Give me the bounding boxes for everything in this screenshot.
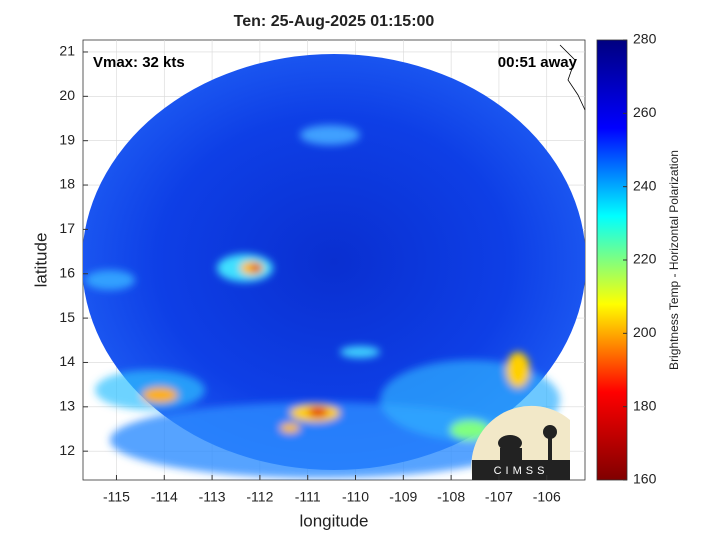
x-tick-label: -109 xyxy=(389,489,417,505)
x-tick-label: -108 xyxy=(437,489,465,505)
y-tick-label: 14 xyxy=(59,353,75,369)
x-tick-label: -110 xyxy=(342,489,369,505)
y-tick-label: 19 xyxy=(59,131,75,147)
convection xyxy=(85,125,560,478)
colorbar-tick-label: 160 xyxy=(633,471,657,487)
colorbar-tick-label: 180 xyxy=(633,397,657,413)
x-tick-label: -112 xyxy=(246,489,273,505)
x-tick-label: -106 xyxy=(533,489,561,505)
colorbar xyxy=(596,39,628,481)
colorbar-label: Brightness Temp - Horizontal Polarizatio… xyxy=(667,150,681,370)
colorbar-tick-label: 280 xyxy=(633,31,657,47)
y-tick-label: 17 xyxy=(59,220,75,236)
time-annotation: 00:51 away xyxy=(498,54,578,71)
colorbar-tick-label: 240 xyxy=(633,177,657,193)
x-axis-label: longitude xyxy=(299,511,368,530)
x-tick-label: -111 xyxy=(295,489,321,505)
logo-text: CIMSS xyxy=(494,465,549,477)
logo: CIMSS xyxy=(471,405,570,480)
colorbar-tick-label: 220 xyxy=(633,251,657,267)
x-tick-label: -115 xyxy=(103,489,130,505)
colorbar-tick-label: 200 xyxy=(633,324,657,340)
y-tick-label: 18 xyxy=(59,176,75,192)
y-tick-label: 15 xyxy=(59,309,75,325)
y-axis-label: latitude xyxy=(31,233,50,288)
y-tick-label: 13 xyxy=(59,398,75,414)
y-tick-label: 21 xyxy=(59,43,75,59)
vmax-annotation: Vmax: 32 kts xyxy=(93,54,185,71)
y-tick-label: 20 xyxy=(59,87,75,103)
x-tick-label: -107 xyxy=(485,489,513,505)
x-tick-label: -114 xyxy=(151,489,178,505)
y-tick-label: 16 xyxy=(59,264,75,280)
y-tick-label: 12 xyxy=(59,442,75,458)
coastline xyxy=(559,44,586,111)
colorbar-tick-label: 260 xyxy=(633,104,657,120)
swath xyxy=(83,54,585,478)
x-tick-label: -113 xyxy=(199,489,226,505)
chart-title: Ten: 25-Aug-2025 01:15:00 xyxy=(234,13,435,30)
